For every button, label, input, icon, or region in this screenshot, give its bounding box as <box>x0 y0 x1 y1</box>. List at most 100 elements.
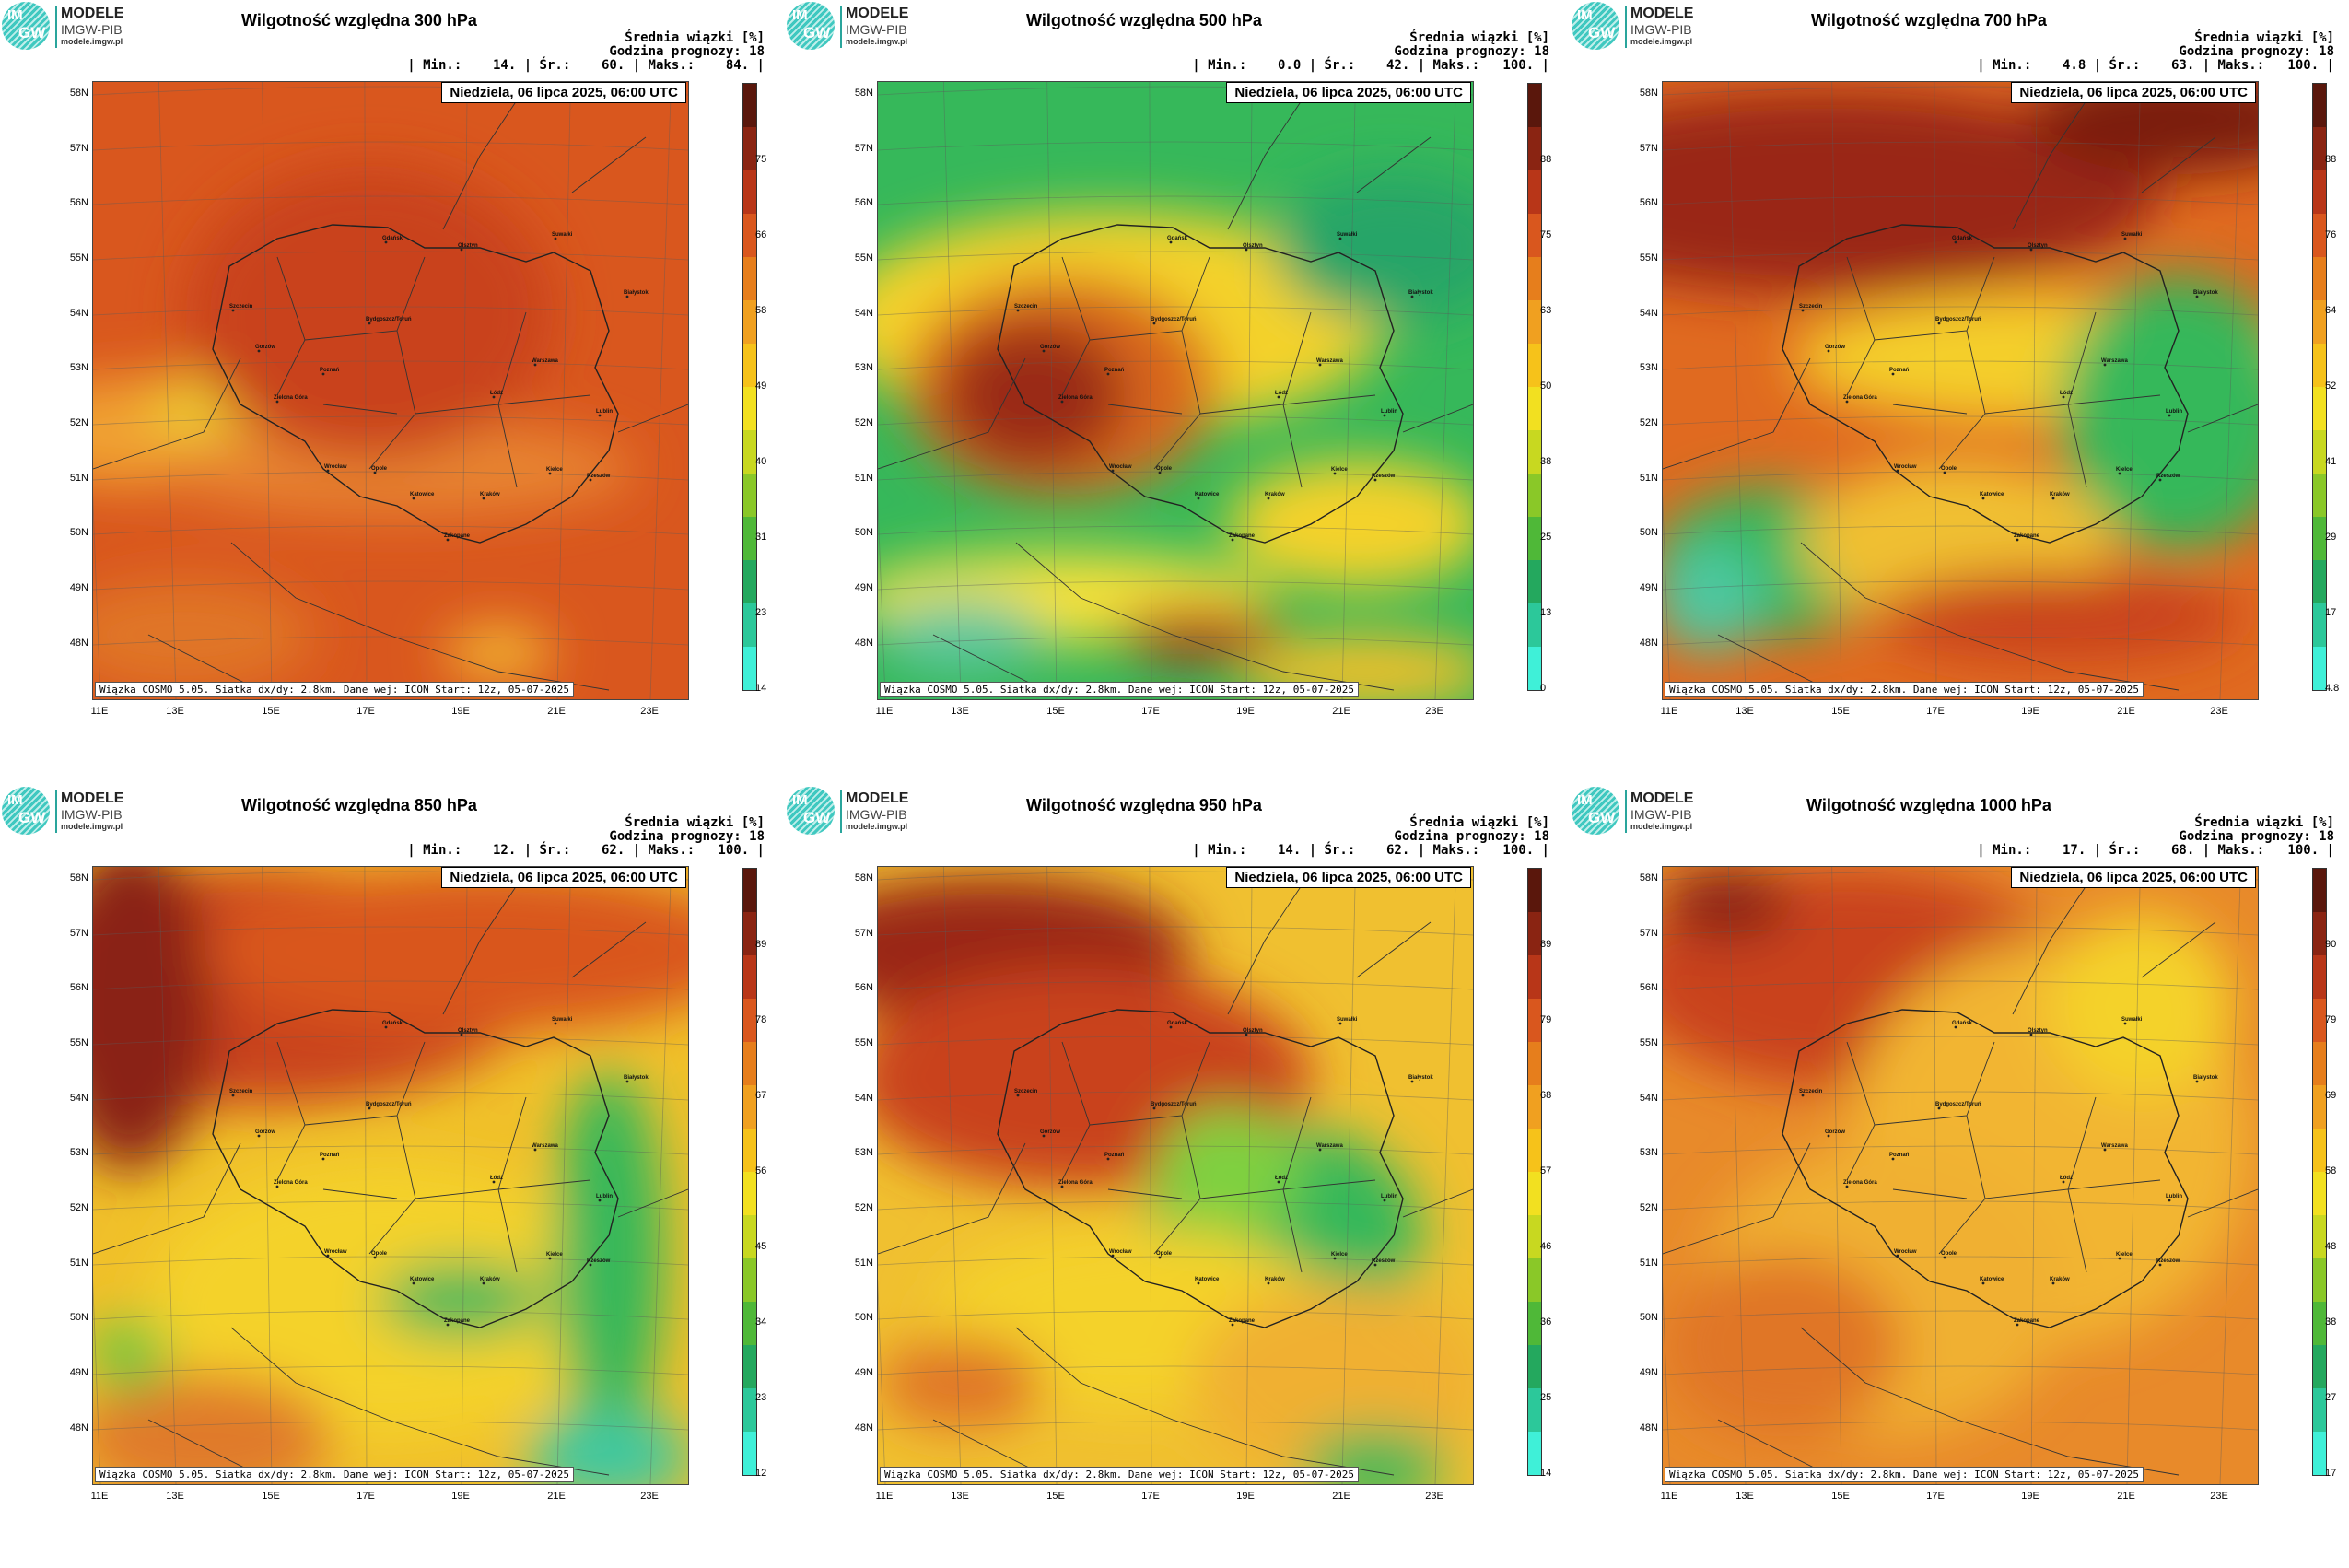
city-label: Suwałki <box>1337 232 1358 238</box>
latitude-line <box>1663 636 2258 646</box>
longitude-line <box>1341 867 1356 1484</box>
city-marker <box>625 295 629 298</box>
colorbar-tick: 17 <box>2325 1468 2337 1479</box>
city-marker <box>625 1080 629 1083</box>
colorbar <box>742 83 757 691</box>
city-marker <box>1827 1134 1830 1138</box>
city-label: Zielona Góra <box>274 1180 308 1186</box>
city-marker <box>1060 1185 1064 1188</box>
latitude-line <box>1663 1200 2258 1211</box>
latitude-label: 52N <box>1639 1202 1658 1213</box>
city-marker <box>1845 400 1849 404</box>
latitude-label: 56N <box>1639 982 1658 993</box>
city-label: Łódź <box>1275 1176 1288 1181</box>
city-label: Białystok <box>2193 1075 2218 1081</box>
city-label: Suwałki <box>552 232 573 238</box>
city-marker <box>554 1022 557 1025</box>
city-marker <box>1016 1094 1020 1097</box>
latitude-label: 53N <box>1639 362 1658 373</box>
city-label: Gorzów <box>255 1129 275 1135</box>
latitude-label: 57N <box>854 928 873 939</box>
humidity-region <box>1663 91 2160 294</box>
city-label: Olsztyn <box>2028 243 2048 249</box>
city-label: Gorzów <box>1040 345 1060 350</box>
logo-text-im: IM <box>792 7 808 23</box>
forecast-date: Niedziela, 06 lipca 2025, 06:00 UTC <box>441 867 686 888</box>
latitude-label: 56N <box>1639 197 1658 208</box>
city-label: Poznań <box>1104 1153 1125 1158</box>
colorbar-tick: 23 <box>755 1392 767 1403</box>
city-label: Poznań <box>320 1153 340 1158</box>
latitude-label: 53N <box>69 362 88 373</box>
model-footer: Wiązka COSMO 5.05. Siatka dx/dy: 2.8km. … <box>95 682 574 697</box>
city-label: Olsztyn <box>458 243 478 249</box>
latitude-line <box>93 1200 688 1211</box>
city-label: Zakopane <box>1229 1318 1256 1324</box>
city-label: Gdańsk <box>382 236 403 241</box>
city-label: Katowice <box>1195 1277 1220 1282</box>
stats-line: | Min.: 14. | Śr.: 62. | Maks.: 100. | <box>1192 843 1549 858</box>
colorbar-tick: 79 <box>1540 1014 1552 1025</box>
latitude-label: 57N <box>1639 143 1658 154</box>
city-marker <box>1042 349 1046 353</box>
city-marker <box>1954 240 1958 244</box>
stats-block: Średnia wiązki [%] Godzina prognozy: 18 | … <box>407 31 765 73</box>
city-marker <box>2016 538 2019 542</box>
city-marker <box>326 469 330 473</box>
stats-line: | Min.: 17. | Śr.: 68. | Maks.: 100. | <box>1977 843 2334 858</box>
latitude-label: 58N <box>69 872 88 883</box>
model-footer: Wiązka COSMO 5.05. Siatka dx/dy: 2.8km. … <box>1665 682 2144 697</box>
city-label: Białystok <box>2193 290 2218 296</box>
poland-border <box>212 224 619 544</box>
longitude-line <box>1663 1278 1671 1484</box>
latitude-line <box>93 1091 688 1101</box>
city-label: Gdańsk <box>1167 236 1188 241</box>
city-marker <box>1111 469 1115 473</box>
longitude-line <box>1727 867 1747 1484</box>
latitude-label: 48N <box>1639 1422 1658 1433</box>
forecast-date: Niedziela, 06 lipca 2025, 06:00 UTC <box>1226 82 1471 103</box>
latitude-label: 50N <box>854 1312 873 1323</box>
city-label: Warszawa <box>532 358 558 364</box>
city-label: Łódź <box>1275 391 1288 396</box>
humidity-map: Gdańsk Olsztyn Suwałki Szczecin Bydgoszcz/To… <box>92 81 689 700</box>
colorbar-tick: 0 <box>1540 683 1547 694</box>
latitude-line <box>878 1421 1473 1431</box>
colorbar-tick: 23 <box>755 607 767 618</box>
city-label: Katowice <box>1195 492 1220 497</box>
city-label: Kraków <box>480 1277 500 1282</box>
city-label: Szczecin <box>1799 304 1823 310</box>
city-label: Bydgoszcz/Toruń <box>1935 317 1981 322</box>
city-marker <box>2051 1281 2055 1285</box>
city-marker <box>2029 1033 2033 1036</box>
city-label: Gorzów <box>1825 1129 1845 1135</box>
city-label: Szczecin <box>1014 1089 1038 1094</box>
city-label: Bydgoszcz/Toruń <box>1935 1102 1981 1107</box>
latitude-line <box>1663 1256 2258 1266</box>
city-marker <box>492 1180 496 1184</box>
colorbar-tick: 76 <box>2325 229 2337 240</box>
city-marker <box>1338 1022 1342 1025</box>
longitude-line <box>364 82 368 699</box>
latitude-label: 57N <box>69 928 88 939</box>
city-marker <box>1267 1281 1270 1285</box>
colorbar-tick: 89 <box>1540 939 1552 950</box>
city-marker <box>1827 349 1830 353</box>
colorbar-tick: 64 <box>2325 305 2337 316</box>
city-marker <box>1158 1256 1162 1259</box>
latitude-label: 55N <box>69 1037 88 1048</box>
longitude-label: 17E <box>1141 1491 1160 1502</box>
colorbar-tick: 49 <box>755 380 767 392</box>
logo-separator <box>840 790 842 833</box>
humidity-region <box>443 626 554 681</box>
latitude-line <box>1663 1036 2258 1046</box>
humidity-field <box>878 876 1473 1484</box>
city-label: Kraków <box>480 492 500 497</box>
city-marker <box>2195 295 2199 298</box>
humidity-region <box>93 867 213 1171</box>
longitude-line <box>2030 82 2038 699</box>
logo-text-gw: GW <box>18 24 46 41</box>
city-label: Wrocław <box>324 1249 347 1255</box>
longitude-label: 13E <box>1735 706 1754 717</box>
city-marker <box>460 248 463 252</box>
